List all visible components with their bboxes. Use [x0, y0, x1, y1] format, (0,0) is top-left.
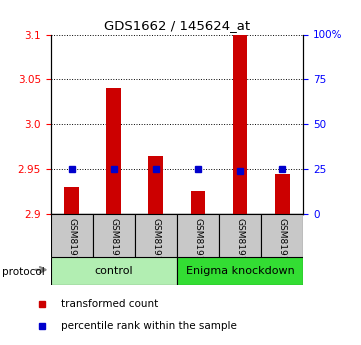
Bar — [106, 88, 121, 214]
Text: GSM81915: GSM81915 — [109, 218, 118, 267]
Bar — [51, 214, 93, 257]
Text: GSM81917: GSM81917 — [193, 218, 203, 267]
Bar — [219, 214, 261, 257]
Title: GDS1662 / 145624_at: GDS1662 / 145624_at — [104, 19, 250, 32]
Text: GSM81919: GSM81919 — [278, 218, 287, 267]
Bar — [233, 34, 247, 214]
Text: control: control — [95, 266, 133, 276]
Bar — [51, 257, 177, 285]
Text: percentile rank within the sample: percentile rank within the sample — [61, 321, 236, 331]
Bar — [275, 174, 290, 214]
Bar — [93, 214, 135, 257]
Bar — [177, 257, 303, 285]
Text: protocol: protocol — [2, 267, 44, 276]
Bar — [135, 214, 177, 257]
Bar — [64, 187, 79, 214]
Text: Enigma knockdown: Enigma knockdown — [186, 266, 295, 276]
Text: GSM81918: GSM81918 — [236, 218, 244, 267]
Text: GSM81914: GSM81914 — [67, 218, 76, 267]
Bar — [261, 214, 303, 257]
Text: transformed count: transformed count — [61, 299, 158, 309]
Bar — [177, 214, 219, 257]
Text: GSM81916: GSM81916 — [151, 218, 160, 267]
Bar — [191, 191, 205, 214]
Bar — [148, 156, 163, 214]
